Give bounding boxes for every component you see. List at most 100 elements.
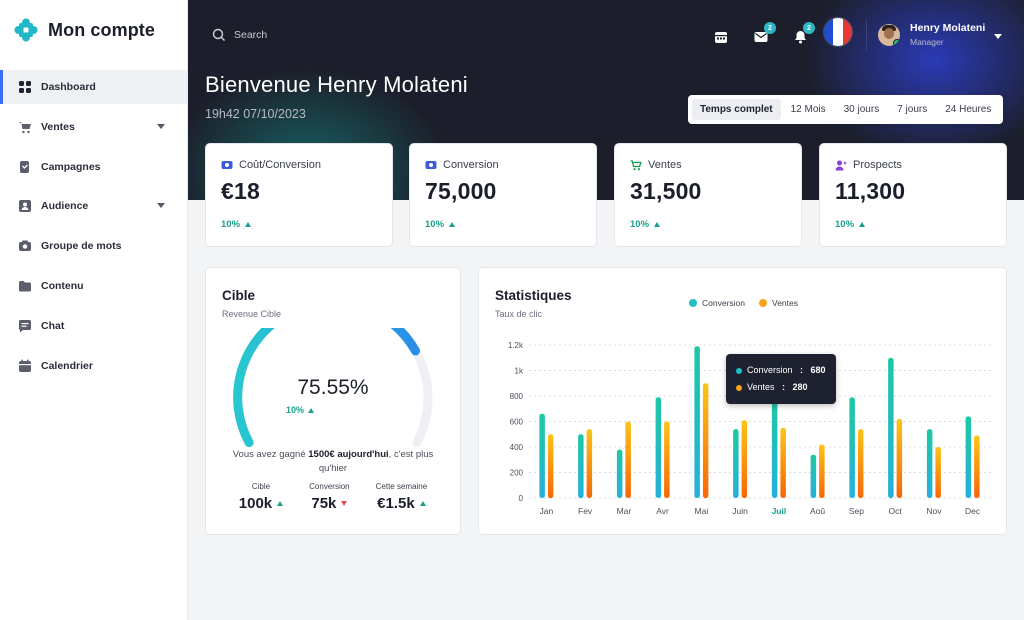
bar-conversion[interactable] (578, 434, 584, 499)
x-tick-label: Fev (578, 506, 593, 516)
keywords-icon (19, 240, 31, 252)
chart-tooltip: Conversion : 680 Ventes : 280 (726, 354, 836, 404)
sidebar-item-audience[interactable]: Audience (0, 189, 187, 223)
sidebar: Mon compte Dashboard Ventes Campagnes Au… (0, 0, 188, 620)
search-icon (212, 28, 225, 41)
legend-dot-icon (689, 299, 697, 307)
sidebar-item-chat[interactable]: Chat (0, 309, 187, 343)
stat-cible: Cible 100k (239, 482, 284, 512)
kpi-card-ventes[interactable]: Ventes 31,500 10% (614, 143, 802, 247)
sidebar-item-contenu[interactable]: Contenu (0, 269, 187, 303)
legend-item-conversion[interactable]: Conversion (689, 298, 745, 308)
panel-title: Cible (222, 288, 256, 303)
bar-ventes[interactable] (896, 418, 903, 498)
kpi-trend: 10% (630, 219, 786, 230)
bar-conversion[interactable] (926, 429, 933, 498)
notifications-badge: 2 (803, 22, 815, 34)
mail-button[interactable]: 2 (752, 22, 776, 46)
bar-ventes[interactable] (702, 383, 709, 499)
bar-ventes[interactable] (974, 435, 980, 499)
kpi-value: 31,500 (630, 178, 702, 204)
sidebar-nav: Dashboard Ventes Campagnes Audience Grou… (0, 70, 187, 383)
calendar-icon (715, 32, 727, 43)
header-divider (866, 20, 867, 50)
sidebar-item-campagnes[interactable]: Campagnes (0, 150, 187, 184)
notifications-button[interactable]: 2 (791, 22, 815, 46)
kpi-card-conversion[interactable]: Conversion 75,000 10% (409, 143, 597, 247)
panel-subtitle: Revenue Cible (222, 309, 282, 319)
bar-ventes[interactable] (935, 447, 941, 498)
kpi-card-prospects[interactable]: Prospects 11,300 10% (819, 143, 1007, 247)
kpi-value: 75,000 (425, 178, 497, 204)
bar-ventes[interactable] (819, 444, 825, 499)
y-tick-label: 600 (510, 418, 524, 427)
x-tick-label: Juin (732, 506, 748, 516)
chevron-down-icon[interactable] (157, 203, 165, 209)
calendar-button[interactable] (712, 28, 730, 46)
y-tick-label: 1k (515, 367, 524, 376)
sidebar-item-groupe-de-mots[interactable]: Groupe de mots (0, 229, 187, 263)
search-bar[interactable] (212, 28, 394, 42)
bar-ventes[interactable] (857, 429, 864, 498)
target-stats: Cible 100k Conversion 75k Cette semaine … (206, 482, 460, 512)
bar-conversion[interactable] (849, 397, 855, 498)
legend-item-ventes[interactable]: Ventes (759, 298, 798, 308)
sidebar-item-label: Audience (41, 200, 89, 213)
kpi-label: Conversion (443, 159, 499, 171)
chevron-down-icon[interactable] (994, 34, 1002, 39)
kpi-value: 11,300 (835, 178, 906, 204)
bar-conversion[interactable] (771, 397, 778, 498)
bar-conversion[interactable] (616, 449, 623, 498)
bar-ventes[interactable] (780, 427, 786, 498)
chevron-down-icon[interactable] (157, 123, 165, 129)
period-30-days[interactable]: 30 jours (843, 104, 880, 115)
x-tick-label: Mar (617, 506, 632, 516)
bar-conversion[interactable] (694, 346, 700, 498)
language-flag-fr[interactable] (824, 18, 852, 46)
y-tick-label: 1.2k (508, 341, 524, 350)
sidebar-item-label: Groupe de mots (41, 240, 122, 253)
kpi-label: Coût/Conversion (239, 159, 321, 171)
legend-dot-icon (736, 384, 742, 391)
sidebar-item-label: Ventes (41, 120, 75, 133)
bar-conversion[interactable] (888, 357, 894, 499)
bar-conversion[interactable] (733, 429, 739, 498)
bar-ventes[interactable] (625, 421, 631, 499)
bar-conversion[interactable] (965, 416, 972, 498)
bar-conversion[interactable] (655, 397, 662, 498)
bar-ventes[interactable] (741, 420, 748, 498)
kpi-card-cost-conversion[interactable]: Coût/Conversion €18 10% (205, 143, 393, 247)
chart-legend: Conversion Ventes (689, 298, 798, 308)
kpi-trend: 10% (221, 219, 377, 230)
user-plus-icon (835, 160, 847, 170)
period-7-days[interactable]: 7 jours (897, 104, 928, 115)
sidebar-item-calendrier[interactable]: Calendrier (0, 349, 187, 383)
brand-name: Mon compte (48, 19, 155, 40)
bar-conversion[interactable] (810, 454, 817, 498)
bar-ventes[interactable] (664, 421, 670, 499)
bar-ventes[interactable] (586, 429, 593, 498)
sidebar-item-dashboard[interactable]: Dashboard (0, 70, 187, 104)
gauge-fill (233, 328, 420, 448)
kpi-trend: 10% (425, 219, 581, 230)
trend-up-icon (859, 222, 866, 227)
period-all-time[interactable]: Temps complet (692, 99, 781, 120)
sidebar-item-ventes[interactable]: Ventes (0, 110, 187, 144)
bar-conversion[interactable] (539, 413, 545, 498)
period-24-hours[interactable]: 24 Heures (945, 104, 992, 115)
panel-subtitle: Taux de clic (495, 309, 543, 319)
target-panel: Cible Revenue Cible 75.55% 10% Vous avez… (205, 267, 461, 535)
trend-up-icon (308, 407, 315, 413)
panel-title: Statistiques (495, 288, 572, 303)
y-tick-label: 0 (519, 494, 524, 503)
search-input[interactable] (234, 29, 394, 41)
bar-ventes[interactable] (547, 434, 554, 499)
sidebar-item-label: Calendrier (41, 359, 93, 372)
mail-icon (754, 32, 768, 42)
stat-conversion: Conversion 75k (309, 482, 350, 512)
sidebar-item-label: Campagnes (41, 160, 101, 173)
brand[interactable]: Mon compte (0, 0, 187, 60)
period-12-months[interactable]: 12 Mois (790, 104, 826, 115)
trend-down-icon (341, 501, 348, 506)
user-menu[interactable]: Henry Molateni Manager (878, 22, 1002, 47)
